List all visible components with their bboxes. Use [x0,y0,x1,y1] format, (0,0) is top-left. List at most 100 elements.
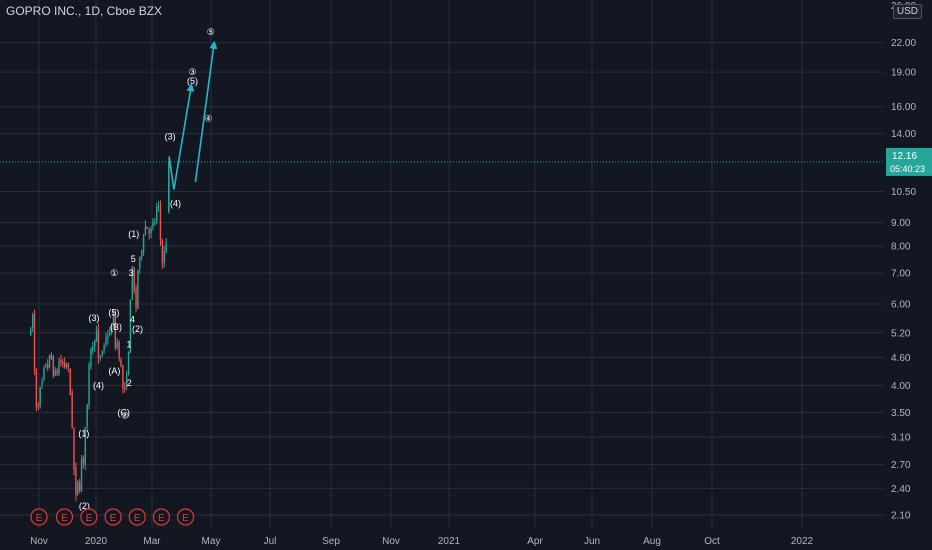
earnings-letter: E [182,513,189,524]
candle-body [156,206,158,221]
candle-body [75,467,77,496]
time-tick-label: 2021 [438,536,461,547]
candle-body [120,359,122,367]
earnings-badge [176,508,195,526]
time-tick-label: Nov [382,536,400,547]
wave-label: (2) [79,501,90,511]
candle-body [80,459,83,491]
symbol-header[interactable]: GOPRO INC., 1D, Cboe BZX [6,4,163,18]
price-tick-label: 10.50 [891,187,916,198]
candle-body [52,357,55,376]
time-tick-label: Oct [704,536,720,547]
wave-label: (3) [88,313,99,323]
candle-body [144,226,147,236]
wave-label: (1) [128,229,139,239]
candle-body [129,299,132,354]
candle-body [95,330,98,342]
candle-body [50,354,53,359]
candle-body [43,367,45,380]
wave-label: (5) [108,308,119,318]
bar-countdown: 05:40:23 [890,164,925,174]
candle-body [39,387,41,406]
candle-body [112,313,115,326]
candle-body [99,356,102,358]
price-tick-label: 9.00 [891,218,911,229]
earnings-badge [80,508,98,526]
candle-body [165,242,167,253]
candle-body [69,368,71,395]
earnings-badge [104,508,122,526]
candle-body [71,392,73,428]
price-tick-label: 6.00 [891,299,911,310]
candle-body [77,480,79,495]
wave-label: 2 [127,378,132,388]
candle-body [65,364,68,367]
candle-body [137,269,139,309]
wave-label: (4) [93,381,104,391]
time-tick-label: Aug [643,536,661,547]
candle-body [90,348,92,367]
candle-body [140,250,143,258]
wave-label: (3) [165,131,176,141]
candle-body [31,314,34,328]
candle-body [103,345,105,350]
candle-body [101,351,103,356]
currency-badge[interactable]: USD [892,4,922,19]
earnings-letter: E [110,513,117,524]
time-tick-label: 2022 [791,536,814,547]
candle-body [116,342,118,348]
wave-label: 3 [129,268,134,278]
earnings-badge [55,508,74,526]
candle-body [97,329,100,358]
candle-body [135,288,137,308]
candle-body [105,337,107,345]
candle-body [110,326,113,332]
wave-label: 4 [130,315,135,325]
candle-body [41,381,43,386]
earnings-letter: E [86,513,93,524]
wave-label: 5 [131,254,136,264]
candle-body [118,341,120,359]
wave-label: ④ [204,113,212,123]
price-tick-label: 7.00 [891,268,911,279]
chart-grid [0,0,884,528]
price-tick-label: 2.10 [891,511,911,522]
candle-body [159,206,162,241]
candle-body [168,161,170,212]
time-tick-label: Nov [30,536,48,547]
last-price-value: 12.16 [892,151,917,162]
wave-label: ② [121,410,129,420]
price-tick-label: 14.00 [891,129,916,140]
price-tick-label: 19.00 [891,68,916,79]
candle-body [163,251,165,263]
candle-body [150,228,152,233]
candle-body [154,220,156,223]
price-tick-label: 2.70 [891,460,911,471]
wave-label: (2) [132,324,143,334]
time-tick-label: Sep [322,536,340,547]
elliott-wave-projection[interactable] [168,40,218,190]
candle-body [35,370,38,407]
candle-body [63,361,66,368]
wave-labels: (1) (2) (3) (4) (5) ① (B) (A) (C)② 1 2 3 4 5 (1) (2) (3)… [78,27,214,511]
time-tick-label: 2020 [85,536,108,547]
price-tick-label: 8.00 [891,242,911,253]
price-tick-label: 3.50 [891,408,911,419]
candle-body [93,340,96,347]
candle-body [131,266,133,300]
candle-body [133,268,135,291]
time-tick-label: May [202,536,221,547]
candle-body [157,205,160,207]
wave-label: (4) [170,198,181,208]
wave-label: (1) [78,429,89,439]
candle-body [109,332,111,336]
price-tick-label: 3.10 [891,432,911,443]
earnings-letter: E [61,513,68,524]
candle-body [45,364,47,367]
candle-body [73,428,75,470]
earnings-letter: E [134,513,141,524]
wave-label: (5) [187,76,198,86]
candle-body [142,235,145,253]
